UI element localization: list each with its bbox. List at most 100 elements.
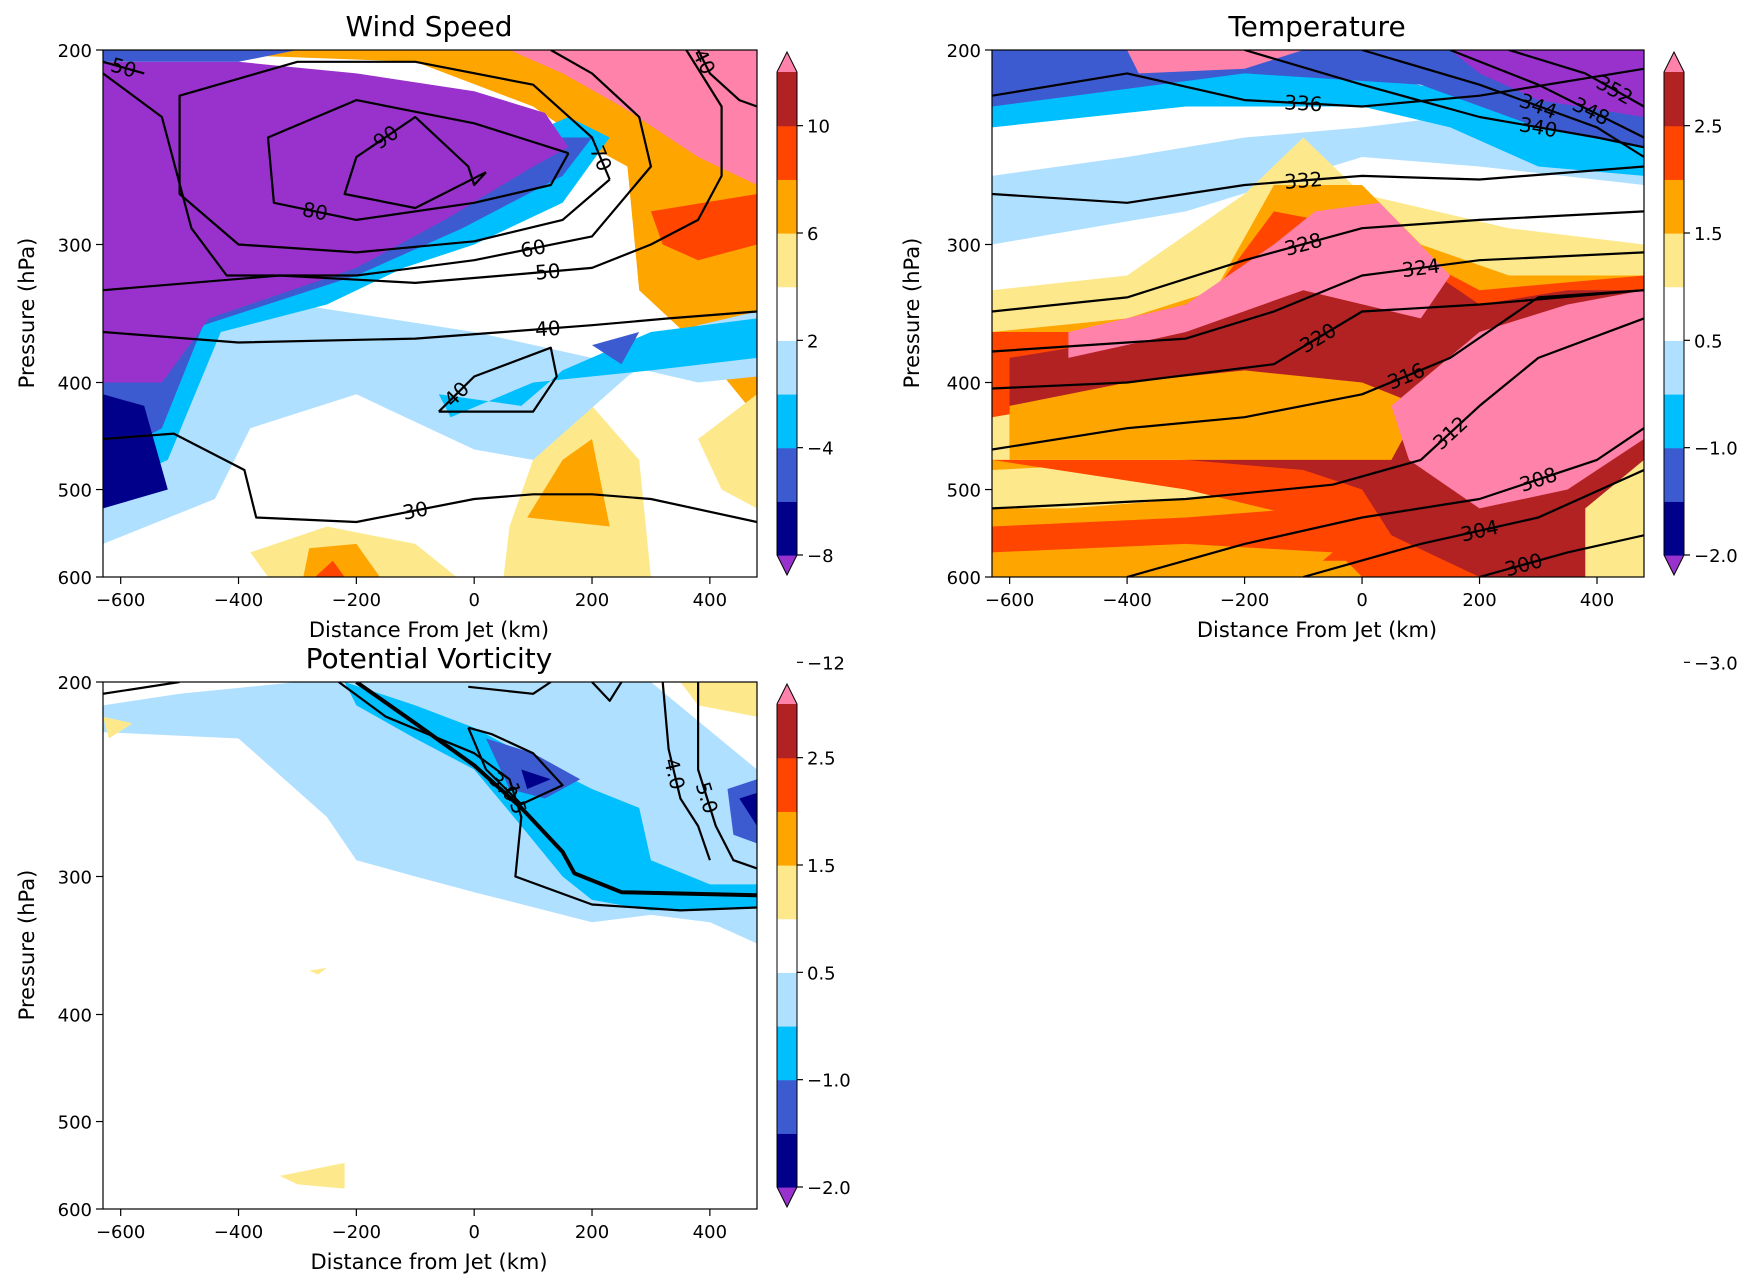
temperature-colorbar-bin (1664, 447, 1684, 502)
wind-speed-contour-60 (103, 50, 652, 277)
wind-speed-colorbar: 10 6 2 −4 −8 −12 (776, 50, 845, 674)
wind-speed-colorbar-bin (777, 233, 797, 288)
wind-speed-contour-40 (697, 50, 757, 108)
temperature-colorbar-tick-label: 1.5 (1694, 224, 1723, 245)
temperature-title: Temperature (1227, 10, 1405, 43)
wind-speed-colorbar-bin (777, 72, 797, 127)
wind-speed-fill-region-16 (103, 61, 569, 383)
wind-speed-colorbar-tick-label: 10 (807, 117, 830, 138)
potential-vorticity-x-tick-label: 0 (468, 1222, 479, 1243)
temperature-y-tick-label: 400 (947, 373, 981, 394)
temperature-y-tick-label: 600 (947, 568, 981, 589)
wind-speed-y-ticks: 200 300 400 500 600 (58, 41, 103, 589)
potential-vorticity-contour-3.0 (467, 726, 564, 806)
potential-vorticity-colorbar-tick-label: −1.0 (807, 1071, 851, 1092)
wind-speed-x-tick-label: 0 (468, 590, 479, 611)
temperature-fill-region-9 (1068, 202, 1451, 358)
potential-vorticity-colorbar-bin (777, 918, 797, 973)
wind-speed-contour-90 (343, 115, 487, 210)
temperature-contour-label: 324 (1400, 253, 1441, 282)
temperature-y-tick-label: 200 (947, 41, 981, 62)
wind-speed-fill-region-13 (103, 137, 592, 460)
wind-speed-contour-40 (103, 310, 757, 344)
temperature-colorbar-bin (1664, 501, 1684, 556)
potential-vorticity-x-tick-label: −600 (96, 1222, 145, 1243)
temperature-contour-label: 332 (1283, 167, 1323, 194)
temperature-y-label: Pressure (hPa) (900, 238, 924, 389)
wind-speed-colorbar-tick-label: 6 (807, 224, 818, 245)
wind-speed-colorbar-extend-low (777, 555, 797, 575)
temperature-colorbar-extend-low (1664, 555, 1684, 575)
potential-vorticity-colorbar-bin (777, 704, 797, 759)
wind-speed-colorbar-tick-label: −8 (807, 546, 834, 567)
wind-speed-y-tick-label: 500 (58, 481, 92, 502)
potential-vorticity-fill-region-10 (279, 1162, 345, 1189)
temperature-contour-312 (992, 317, 1644, 510)
wind-speed-x-tick-label: −200 (332, 590, 381, 611)
potential-vorticity-panel: Potential Vorticity 1.53.0 4.05.0 −600 −40… (15, 642, 851, 1288)
wind-speed-title: Wind Speed (345, 10, 512, 43)
temperature-fill-region-8 (1009, 370, 1421, 460)
wind-speed-x-tick-label: −600 (96, 590, 145, 611)
wind-speed-colorbar-tick-label: −12 (807, 653, 845, 674)
wind-speed-contour-label: 30 (400, 496, 430, 524)
wind-speed-x-label: Distance From Jet (km) (309, 618, 549, 642)
wind-speed-contour-label: 60 (518, 234, 548, 263)
potential-vorticity-colorbar: 2.5 1.5 0.5 −1.0 −2.0 −3.0 (776, 682, 851, 1288)
temperature-x-tick-label: −400 (1102, 590, 1151, 611)
potential-vorticity-contour-1.5 (103, 682, 180, 695)
potential-vorticity-colorbar-bin (777, 1133, 797, 1188)
potential-vorticity-x-tick-label: 400 (693, 1222, 727, 1243)
potential-vorticity-colorbar-tick-label: −3.0 (807, 1285, 851, 1288)
potential-vorticity-y-tick-label: 400 (58, 1006, 92, 1027)
temperature-fill-region-10 (1391, 290, 1644, 509)
wind-speed-contour-70 (178, 60, 611, 254)
wind-speed-x-tick-label: 200 (575, 590, 609, 611)
temperature-contour-316 (992, 289, 1644, 451)
potential-vorticity-title: Potential Vorticity (306, 642, 553, 675)
temperature-colorbar-extend-high (1664, 52, 1684, 72)
wind-speed-x-tick-label: −400 (214, 590, 263, 611)
potential-vorticity-x-label: Distance from Jet (km) (310, 1250, 547, 1274)
temperature-fill-region-14 (992, 61, 1644, 176)
wind-speed-x-ticks: −600 −400 −200 0 200 400 (96, 577, 727, 611)
wind-speed-contour-label: 40 (534, 316, 561, 342)
temperature-x-tick-label: −200 (1220, 590, 1269, 611)
wind-speed-contour-50 (103, 60, 145, 75)
temperature-contour-348 (1449, 50, 1644, 139)
temperature-fill-region-11 (992, 508, 1363, 561)
wind-speed-fill-region-8 (527, 439, 610, 527)
wind-speed-y-tick-label: 600 (58, 568, 92, 589)
wind-speed-contour-40 (438, 346, 558, 413)
potential-vorticity-x-tick-label: −200 (332, 1222, 381, 1243)
wind-speed-colorbar-bin (777, 125, 797, 180)
temperature-fill-region-12 (992, 543, 1333, 577)
potential-vorticity-fill-region-4 (521, 769, 551, 789)
temperature-colorbar-tick-label: −1.0 (1694, 439, 1738, 460)
temperature-fill-region-15 (992, 50, 1644, 148)
wind-speed-fill-region-9 (698, 394, 757, 509)
wind-speed-colorbar-bin (777, 286, 797, 341)
potential-vorticity-fill-region-3 (486, 738, 581, 799)
temperature-colorbar-bin (1664, 233, 1684, 288)
wind-speed-fill-region-12 (438, 318, 757, 418)
potential-vorticity-y-tick-label: 200 (58, 673, 92, 694)
potential-vorticity-fill-region-6 (739, 792, 757, 826)
temperature-contour-320 (992, 289, 1644, 390)
potential-vorticity-fill-region-7 (103, 716, 133, 739)
potential-vorticity-y-tick-label: 600 (58, 1200, 92, 1221)
potential-vorticity-contour-4.0 (591, 682, 623, 702)
wind-speed-fill-region-5 (303, 543, 380, 577)
potential-vorticity-x-tick-label: 200 (575, 1222, 609, 1243)
temperature-contour-336 (992, 67, 1644, 108)
wind-speed-y-tick-label: 200 (58, 41, 92, 62)
wind-speed-y-tick-label: 400 (58, 373, 92, 394)
temperature-colorbar-tick-label: −3.0 (1694, 653, 1738, 674)
potential-vorticity-plot-area: 1.53.0 4.05.0 −600 −400 −200 0 200 400 2003004… (58, 673, 758, 1243)
potential-vorticity-y-tick-label: 500 (58, 1113, 92, 1134)
temperature-colorbar-bin (1664, 340, 1684, 395)
potential-vorticity-colorbar-bin (777, 757, 797, 812)
